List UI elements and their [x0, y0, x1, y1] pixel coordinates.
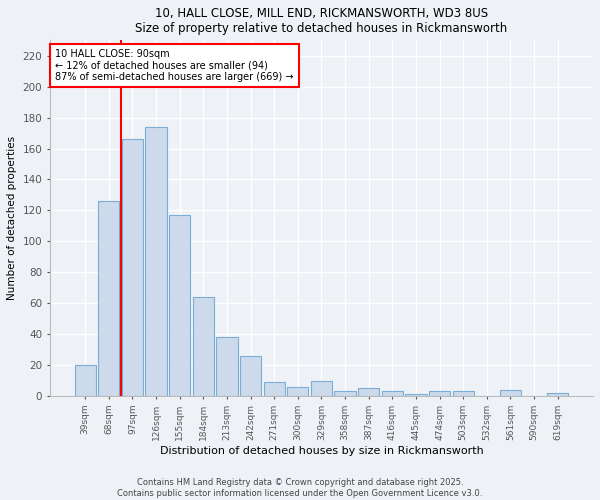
Bar	[240, 356, 261, 396]
Bar	[311, 380, 332, 396]
X-axis label: Distribution of detached houses by size in Rickmansworth: Distribution of detached houses by size …	[160, 446, 484, 456]
Bar	[429, 392, 450, 396]
Bar	[500, 390, 521, 396]
Bar	[358, 388, 379, 396]
Bar	[406, 394, 427, 396]
Bar	[287, 386, 308, 396]
Bar	[263, 382, 285, 396]
Bar	[382, 392, 403, 396]
Bar	[334, 392, 356, 396]
Bar	[145, 127, 167, 396]
Bar	[217, 337, 238, 396]
Bar	[169, 215, 190, 396]
Bar	[547, 393, 568, 396]
Bar	[452, 392, 474, 396]
Y-axis label: Number of detached properties: Number of detached properties	[7, 136, 17, 300]
Bar	[98, 201, 119, 396]
Text: 10 HALL CLOSE: 90sqm
← 12% of detached houses are smaller (94)
87% of semi-detac: 10 HALL CLOSE: 90sqm ← 12% of detached h…	[55, 49, 294, 82]
Bar	[122, 140, 143, 396]
Title: 10, HALL CLOSE, MILL END, RICKMANSWORTH, WD3 8US
Size of property relative to de: 10, HALL CLOSE, MILL END, RICKMANSWORTH,…	[136, 7, 508, 35]
Bar	[74, 365, 96, 396]
Bar	[193, 297, 214, 396]
Text: Contains HM Land Registry data © Crown copyright and database right 2025.
Contai: Contains HM Land Registry data © Crown c…	[118, 478, 482, 498]
